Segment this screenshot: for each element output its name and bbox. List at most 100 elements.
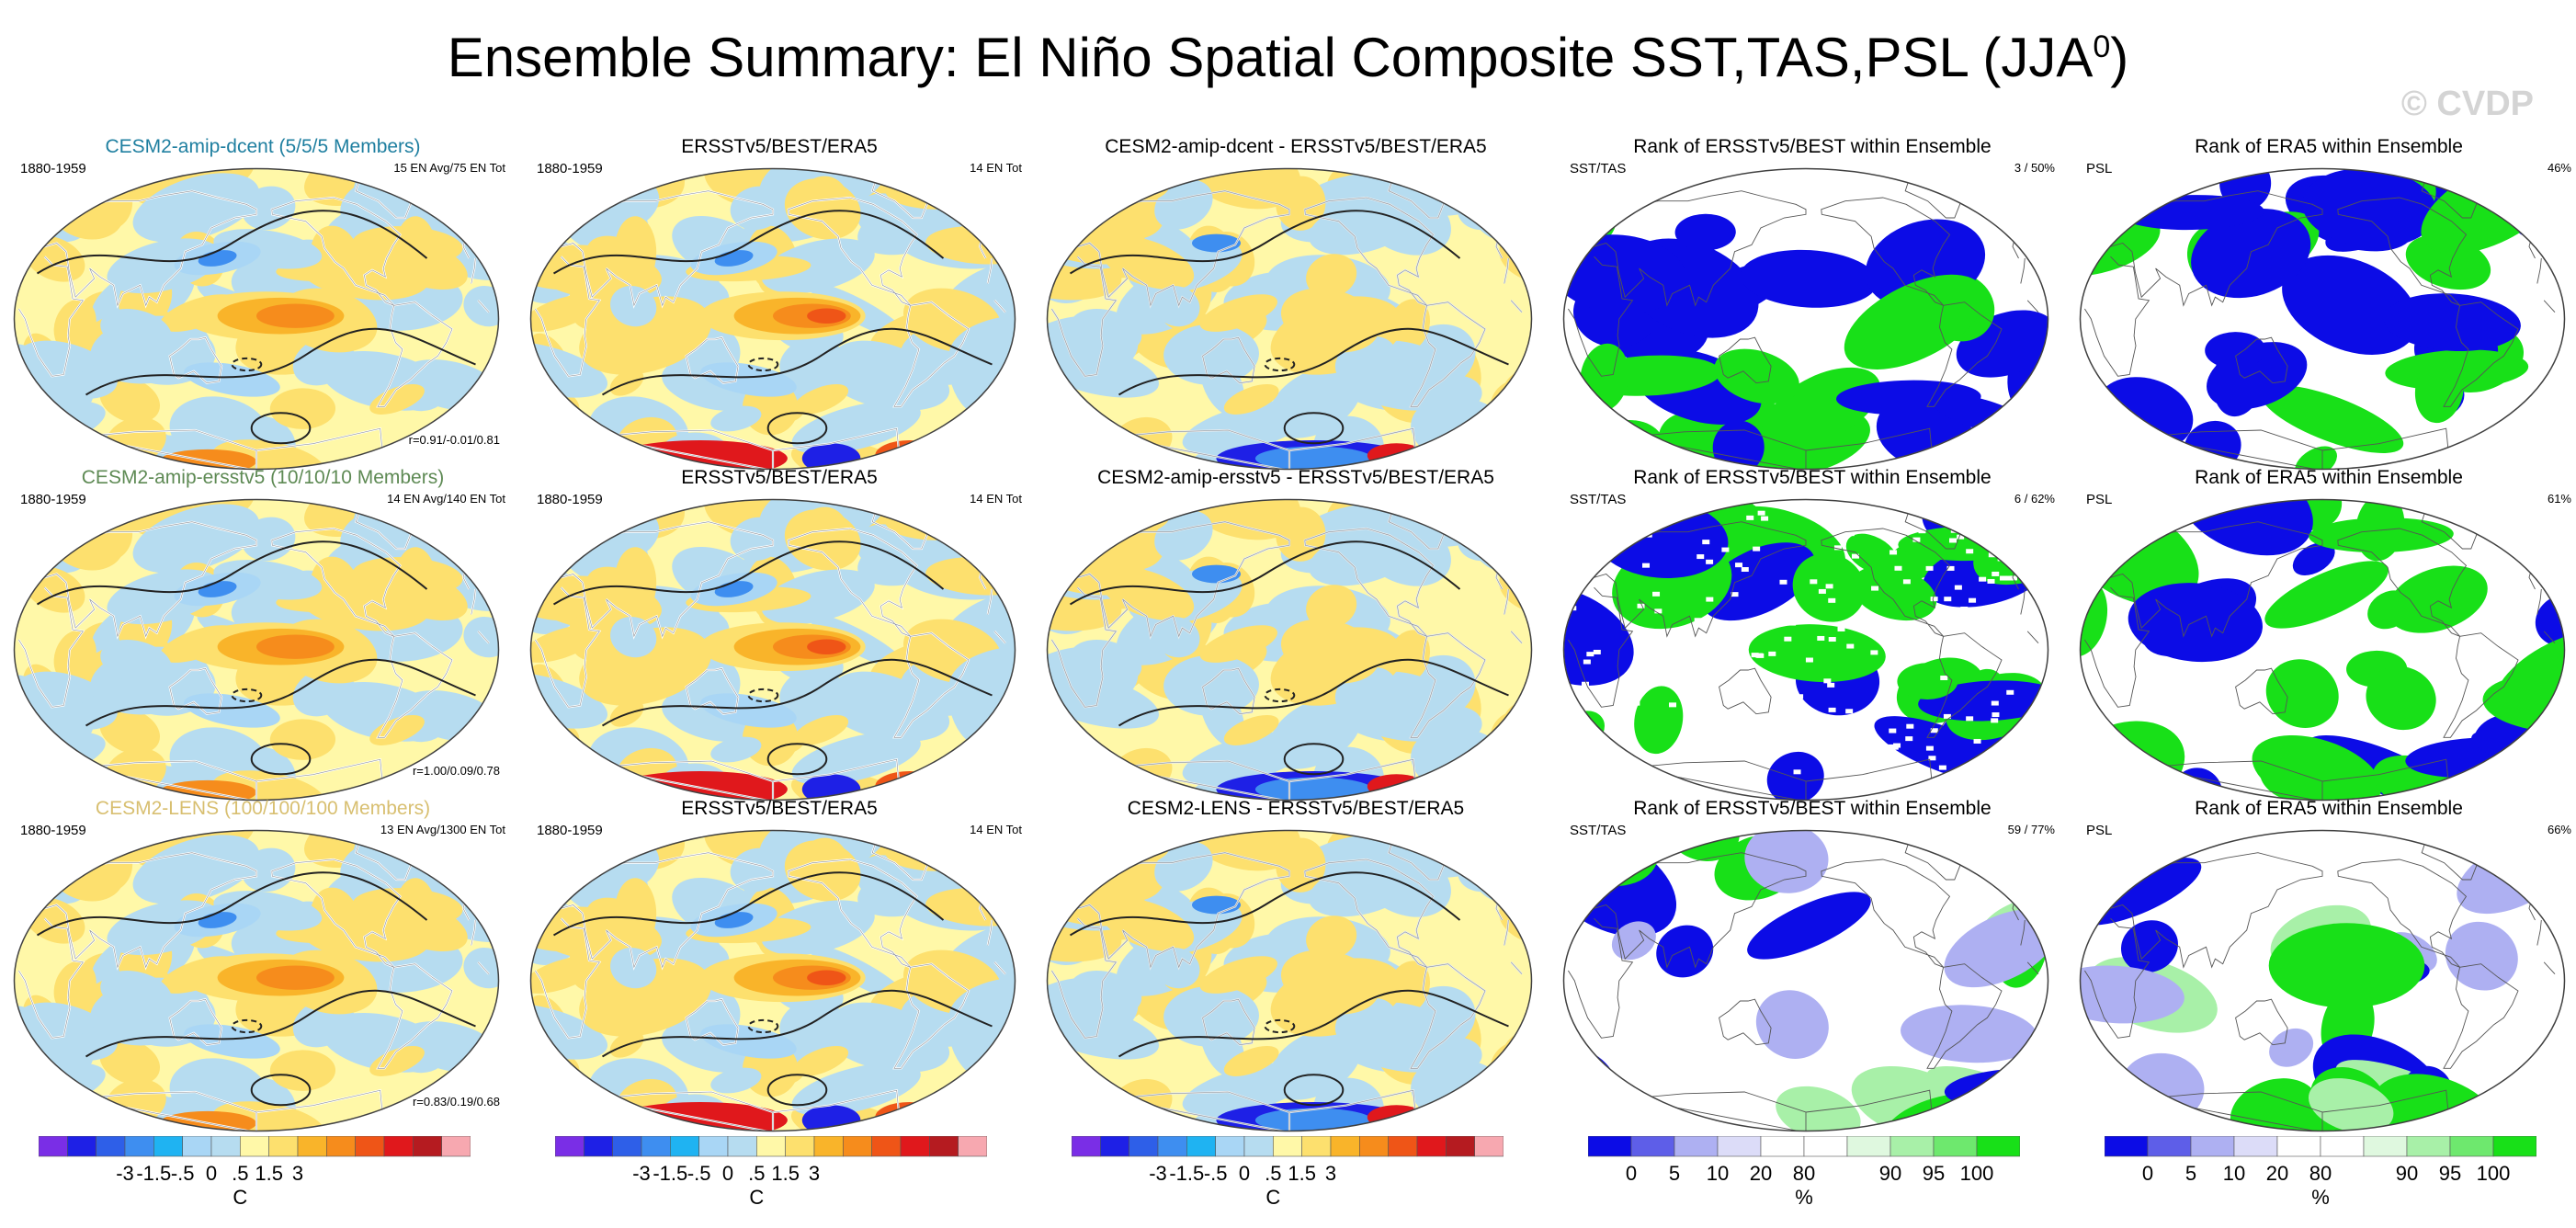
- colorbar-swatch: [96, 1136, 126, 1157]
- colorbar-swatches: 0 5 10 20 80 90 95 100%: [2105, 1136, 2536, 1209]
- colorbar-tick-label: .5: [232, 1162, 248, 1185]
- colorbar-swatch: [1760, 1136, 1805, 1157]
- rank2-title: Rank of ERA5 within Ensemble: [2195, 798, 2463, 819]
- rank1-right-label: 59 / 77%: [2007, 823, 2055, 836]
- colorbar-tick-label: 0: [206, 1162, 217, 1185]
- colorbar-swatch: [210, 1136, 241, 1157]
- model-title: CESM2-amip-dcent (5/5/5 Members): [105, 136, 421, 157]
- colorbar-swatch: [2233, 1136, 2278, 1157]
- rank2-left-label: PSL: [2086, 823, 2113, 838]
- model-map: [13, 829, 500, 1132]
- colorbar-swatch: [1186, 1136, 1216, 1157]
- colorbar-tick-label: 3: [292, 1162, 303, 1185]
- model-left-label: 1880-1959: [20, 492, 86, 507]
- colorbar-swatch: [1388, 1136, 1418, 1157]
- obs-left-label: 1880-1959: [537, 161, 603, 176]
- model-map: [13, 167, 500, 471]
- panel-obs-row3: ERSSTv5/BEST/ERA5 1880-1959 14 EN Tot: [529, 798, 1029, 1132]
- obs-title: ERSSTv5/BEST/ERA5: [681, 467, 878, 488]
- model-right-label: 15 EN Avg/75 EN Tot: [393, 161, 505, 175]
- rank2-map: [2079, 498, 2566, 802]
- rank1-left-label: SST/TAS: [1570, 492, 1627, 507]
- colorbar-swatch: [843, 1136, 872, 1157]
- obs-map: [529, 829, 1016, 1132]
- colorbar-tick-label: 80: [1793, 1162, 1815, 1185]
- colorbar-tick-label: 0: [722, 1162, 733, 1185]
- model-pattern-correlation: r=0.91/-0.01/0.81: [408, 433, 500, 447]
- colorbar-swatch: [2492, 1136, 2536, 1157]
- colorbar-swatch: [2363, 1136, 2408, 1157]
- colorbar-tick-label: 0: [1626, 1162, 1637, 1185]
- rank2-right-label: 66%: [2547, 823, 2571, 836]
- colorbar-tick-label: 1.5: [255, 1162, 283, 1185]
- colorbar-swatch: [1803, 1136, 1848, 1157]
- colorbar-swatch: [1446, 1136, 1475, 1157]
- rank1-map: [1562, 498, 2049, 802]
- rank1-right-label: 3 / 50%: [2014, 161, 2055, 175]
- rank2-map: [2079, 167, 2566, 471]
- colorbar-tick-label: -.5: [171, 1162, 195, 1185]
- diff-title: CESM2-amip-ersstv5 - ERSSTv5/BEST/ERA5: [1097, 467, 1494, 488]
- diff-title: CESM2-amip-dcent - ERSSTv5/BEST/ERA5: [1105, 136, 1487, 157]
- colorbar-swatch: [670, 1136, 699, 1157]
- obs-left-label: 1880-1959: [537, 823, 603, 838]
- colorbar-swatch: [1588, 1136, 1632, 1157]
- colorbar-unit: C: [233, 1186, 247, 1209]
- panel-model-row3: CESM2-LENS (100/100/100 Members) 1880-195…: [13, 798, 513, 1132]
- colorbar-tick-label: 0: [1239, 1162, 1250, 1185]
- obs-right-label: 14 EN Tot: [970, 492, 1022, 506]
- rank2-right-label: 46%: [2547, 161, 2571, 175]
- colorbar-swatch: [584, 1136, 613, 1157]
- colorbar-swatch: [413, 1136, 442, 1157]
- obs-right-label: 14 EN Tot: [970, 161, 1022, 175]
- colorbar-rank-1: 0 5 10 20 80 90 95 100%: [1588, 1136, 2020, 1211]
- colorbar-tick-label: 10: [2223, 1162, 2245, 1185]
- colorbar-swatch: [326, 1136, 356, 1157]
- colorbar-swatch: [785, 1136, 815, 1157]
- rank1-title: Rank of ERSSTv5/BEST within Ensemble: [1633, 467, 1992, 488]
- colorbar-swatch: [2449, 1136, 2494, 1157]
- rank1-map: [1562, 829, 2049, 1132]
- colorbar-swatch: [2105, 1136, 2149, 1157]
- colorbar-swatch: [1674, 1136, 1719, 1157]
- colorbar-swatch: [1976, 1136, 2020, 1157]
- colorbar-swatch: [555, 1136, 584, 1157]
- diff-map: [1046, 167, 1533, 471]
- rank1-left-label: SST/TAS: [1570, 823, 1627, 838]
- colorbar-tick-label: -1.5: [136, 1162, 171, 1185]
- colorbar-tick-label: 80: [2309, 1162, 2332, 1185]
- colorbar-swatch: [612, 1136, 642, 1157]
- colorbar-tick-label: 90: [1879, 1162, 1901, 1185]
- colorbar-swatch: [1416, 1136, 1447, 1157]
- colorbar-swatch: [2406, 1136, 2451, 1157]
- colorbar-tick-label: -.5: [687, 1162, 711, 1185]
- rank1-title: Rank of ERSSTv5/BEST within Ensemble: [1633, 136, 1992, 157]
- colorbar-anom-3: -3 -1.5 -.5 0 .5 1.5 3 C: [1072, 1136, 1504, 1211]
- colorbar-tick-label: 20: [1750, 1162, 1772, 1185]
- colorbar-swatches: 0 5 10 20 80 90 95 100%: [1588, 1136, 2020, 1209]
- rank2-left-label: PSL: [2086, 492, 2113, 507]
- colorbar-tick-label: .5: [1265, 1162, 1281, 1185]
- colorbar-swatch: [1474, 1136, 1504, 1157]
- colorbar-tick-label: -1.5: [653, 1162, 687, 1185]
- colorbar-swatch: [813, 1136, 844, 1157]
- model-right-label: 14 EN Avg/140 EN Tot: [387, 492, 505, 506]
- colorbar-swatches: -3 -1.5 -.5 0 .5 1.5 3 C: [39, 1136, 471, 1209]
- colorbar-unit: C: [749, 1186, 764, 1209]
- colorbar-tick-label: -3: [1149, 1162, 1167, 1185]
- figure-title: Ensemble Summary: El Niño Spatial Compos…: [447, 27, 2129, 88]
- colorbar-tick-label: 95: [1923, 1162, 1945, 1185]
- colorbar-swatch: [1273, 1136, 1302, 1157]
- obs-map: [529, 167, 1016, 471]
- model-left-label: 1880-1959: [20, 823, 86, 838]
- colorbar-swatch: [1330, 1136, 1360, 1157]
- colorbar-unit: C: [1265, 1186, 1280, 1209]
- rank2-title: Rank of ERA5 within Ensemble: [2195, 467, 2463, 488]
- colorbar-swatches: -3 -1.5 -.5 0 .5 1.5 3 C: [1072, 1136, 1504, 1209]
- colorbar-swatch: [1630, 1136, 1675, 1157]
- panel-diff-row3: CESM2-LENS - ERSSTv5/BEST/ERA5: [1046, 798, 1546, 1132]
- rank2-left-label: PSL: [2086, 161, 2113, 176]
- colorbar-tick-label: 90: [2396, 1162, 2418, 1185]
- panel-diff-row1: CESM2-amip-dcent - ERSSTv5/BEST/ERA5: [1046, 136, 1546, 471]
- colorbar-swatch: [1215, 1136, 1245, 1157]
